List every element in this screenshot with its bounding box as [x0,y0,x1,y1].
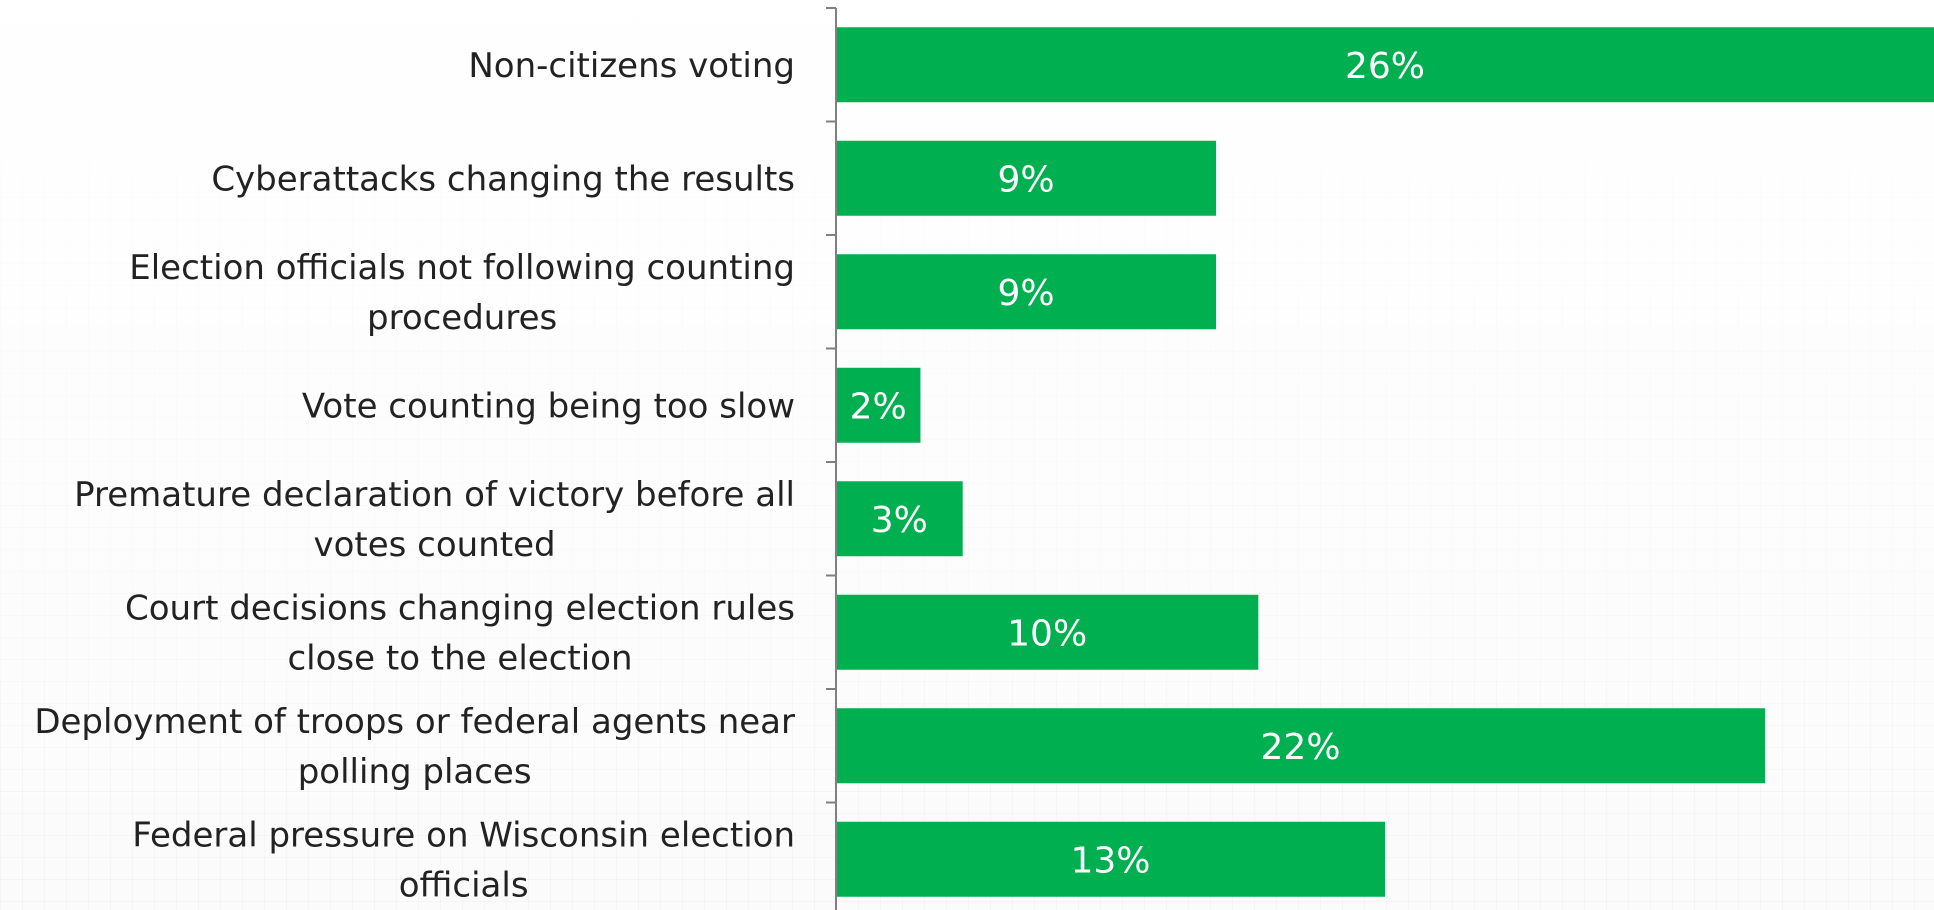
bar-data-label: 9% [997,273,1054,314]
category-label: Election officials not following countin… [129,248,795,338]
bar-data-label: 26% [1345,46,1425,87]
bar-data-label: 22% [1261,727,1341,768]
bar-data-label: 13% [1070,840,1150,881]
category-label: Deployment of troops or federal agents n… [34,702,795,792]
category-label: Federal pressure on Wisconsin election of… [132,815,795,905]
category-label: Vote counting being too slow [302,386,795,426]
category-label: Premature declaration of victory before … [74,475,795,565]
category-labels: Non-citizens voting Cyberattacks changing… [34,46,795,906]
bar-data-label: 10% [1007,613,1087,654]
bar-data-label: 3% [871,500,928,541]
category-label: Cyberattacks changing the results [211,159,795,199]
category-label: Court decisions changing election rules c… [125,588,795,678]
category-label: Non-citizens voting [468,46,795,86]
category-axis [826,8,836,910]
bars-layer: 26% 9% 9% 2% 3% 10% 22% 13% [836,27,1934,897]
bar-data-label: 9% [997,159,1054,200]
bar-data-label: 2% [850,386,907,427]
